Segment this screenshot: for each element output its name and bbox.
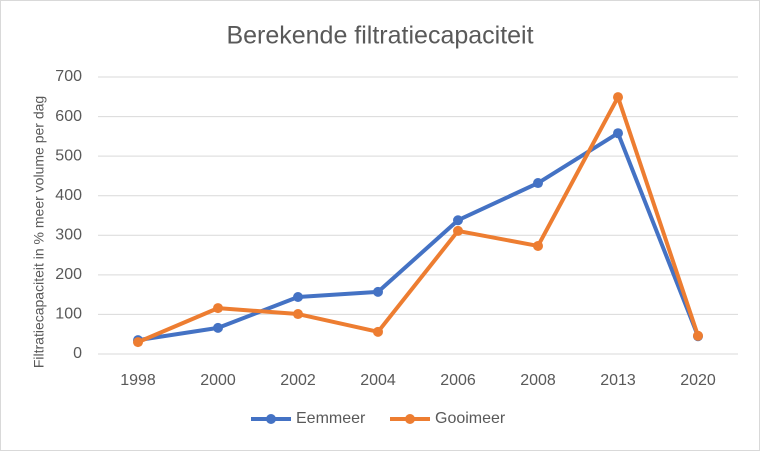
legend-marker <box>266 414 276 424</box>
data-point <box>373 286 383 297</box>
x-tick-label: 2008 <box>520 372 556 389</box>
y-tick-label: 200 <box>55 266 82 283</box>
x-tick-label: 2000 <box>200 372 236 389</box>
data-point <box>533 178 543 189</box>
data-point <box>213 322 223 333</box>
legend-marker <box>405 414 415 424</box>
data-point <box>453 225 463 236</box>
y-tick-label: 400 <box>55 187 82 204</box>
y-tick-label: 500 <box>55 147 82 164</box>
data-point <box>613 128 623 139</box>
data-point <box>293 309 303 320</box>
legend-label: Gooimeer <box>435 410 506 427</box>
x-tick-label: 2004 <box>360 372 396 389</box>
data-point <box>533 240 543 251</box>
data-point <box>373 326 383 337</box>
x-tick-label: 2006 <box>440 372 476 389</box>
x-tick-label: 2002 <box>280 372 316 389</box>
x-tick-label: 1998 <box>120 372 156 389</box>
y-tick-label: 600 <box>55 108 82 125</box>
y-tick-label: 300 <box>55 227 82 244</box>
data-point <box>453 215 463 226</box>
y-axis-title: Filtratiecapaciteit in % meer volume per… <box>31 96 47 368</box>
y-tick-label: 100 <box>55 306 82 323</box>
y-tick-label: 0 <box>73 345 82 362</box>
data-point <box>213 303 223 314</box>
series-line <box>137 131 700 343</box>
data-point <box>613 92 623 103</box>
chart-title: Berekende filtratiecapaciteit <box>226 22 533 50</box>
x-tick-label: 2020 <box>680 372 716 389</box>
legend-label: Eemmeer <box>296 410 366 427</box>
data-point <box>293 292 303 303</box>
data-point <box>133 337 143 348</box>
data-point <box>693 330 703 341</box>
series-line <box>137 95 700 344</box>
x-tick-label: 2013 <box>600 372 636 389</box>
y-tick-label: 700 <box>55 68 82 85</box>
